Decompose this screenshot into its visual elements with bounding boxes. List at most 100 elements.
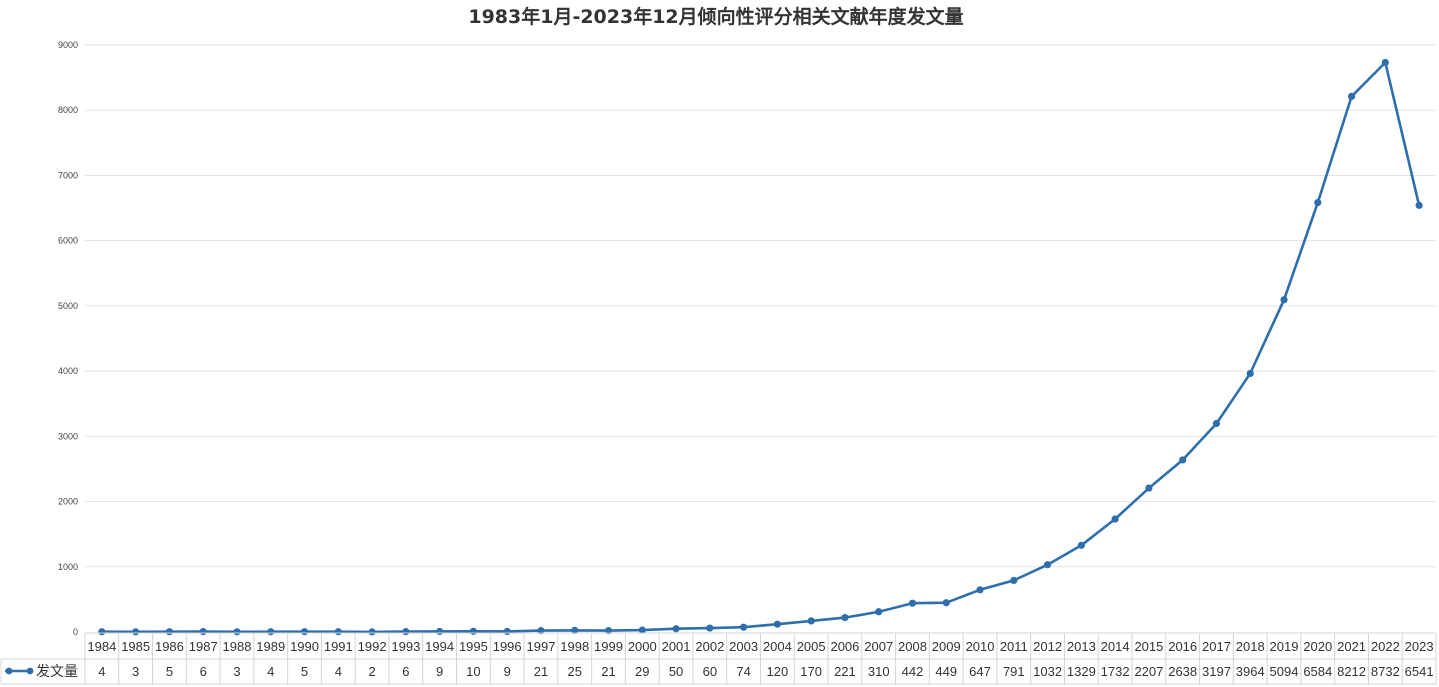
data-label: 170 [800, 664, 822, 679]
data-point [1111, 515, 1119, 523]
x-tick-label: 2021 [1337, 639, 1366, 654]
x-tick-label: 1998 [560, 639, 589, 654]
data-label: 3964 [1236, 664, 1265, 679]
data-label: 5 [301, 664, 308, 679]
x-tick-label: 2016 [1168, 639, 1197, 654]
data-point [841, 613, 849, 622]
series-line [101, 61, 1421, 634]
data-label: 8212 [1337, 664, 1366, 679]
x-tick-label: 1987 [189, 639, 218, 654]
data-point [706, 624, 714, 632]
x-tick-label: 1993 [391, 639, 420, 654]
y-tick-label: 5000 [58, 301, 78, 311]
x-tick-label: 1997 [527, 639, 556, 654]
data-point [368, 628, 376, 636]
y-tick-label: 2000 [58, 497, 78, 507]
legend-marker-icon [26, 667, 34, 675]
data-point [1043, 561, 1052, 569]
data-label: 6 [200, 664, 207, 679]
x-tick-label: 2014 [1101, 639, 1130, 654]
data-label: 791 [1003, 664, 1025, 679]
data-label: 29 [635, 664, 649, 679]
x-tick-label: 2003 [729, 639, 758, 654]
y-tick-label: 0 [73, 627, 78, 637]
x-tick-label: 1989 [256, 639, 285, 654]
data-table: 1984 1985 1986 1987 1988 1989 1990 1991 1992 1993… [0, 632, 1437, 685]
data-label: 3 [132, 664, 139, 679]
data-label: 5094 [1270, 664, 1299, 679]
x-tick-label: 1988 [223, 639, 252, 654]
data-label: 10 [466, 664, 480, 679]
data-point [1381, 58, 1389, 67]
data-label: 74 [736, 664, 750, 679]
data-point [875, 608, 883, 616]
x-tick-label: 1984 [87, 639, 116, 654]
data-point [334, 628, 342, 636]
x-tick-label: 2009 [932, 639, 961, 654]
data-label: 9 [504, 664, 511, 679]
data-label: 442 [902, 664, 924, 679]
x-tick-label: 1992 [358, 639, 387, 654]
data-label: 2207 [1134, 664, 1163, 679]
data-point [1145, 484, 1153, 492]
x-tick-label: 2013 [1067, 639, 1096, 654]
data-label: 2638 [1168, 664, 1197, 679]
data-point [267, 628, 275, 636]
data-point [976, 586, 984, 594]
y-axis-ticks: 0 1000 2000 3000 4000 5000 6000 7000 8000 9000 [58, 40, 78, 637]
data-point [98, 628, 106, 636]
x-tick-label: 2007 [864, 639, 893, 654]
data-label: 21 [534, 664, 548, 679]
data-point [638, 626, 646, 634]
data-point [908, 599, 917, 607]
x-tick-label: 1994 [425, 639, 454, 654]
x-tick-label: 2001 [662, 639, 691, 654]
data-point [1347, 92, 1356, 100]
y-tick-label: 1000 [58, 562, 78, 572]
x-tick-label: 1999 [594, 639, 623, 654]
x-tick-label: 1995 [459, 639, 488, 654]
data-label: 8732 [1371, 664, 1400, 679]
data-point [1179, 456, 1187, 464]
x-tick-label: 2010 [966, 639, 995, 654]
x-tick-label: 2006 [830, 639, 859, 654]
data-label: 1329 [1067, 664, 1096, 679]
data-point [469, 627, 478, 635]
data-label: 120 [767, 664, 789, 679]
x-tick-label: 2015 [1134, 639, 1163, 654]
x-tick-label: 2012 [1033, 639, 1062, 654]
x-tick-label: 2002 [695, 639, 724, 654]
data-point [604, 627, 613, 635]
data-point [402, 628, 410, 636]
data-point [503, 627, 511, 636]
data-point [1212, 419, 1221, 428]
data-point [1246, 369, 1254, 378]
data-point [1314, 198, 1322, 207]
data-point [773, 620, 781, 628]
x-tick-label: 2020 [1303, 639, 1332, 654]
series-points [98, 58, 1423, 636]
data-point [1010, 576, 1018, 585]
data-label: 449 [935, 664, 957, 679]
data-label: 5 [166, 664, 173, 679]
data-point [300, 628, 309, 636]
data-label: 6541 [1405, 664, 1434, 679]
y-tick-label: 7000 [58, 170, 78, 180]
data-label: 50 [669, 664, 683, 679]
data-point [436, 627, 444, 636]
data-label: 60 [703, 664, 717, 679]
data-point [740, 623, 748, 631]
x-tick-label: 1990 [290, 639, 319, 654]
x-tick-label: 2019 [1270, 639, 1299, 654]
data-label: 4 [267, 664, 274, 679]
data-point [571, 626, 579, 634]
series-line-layer [101, 61, 1421, 634]
data-label: 4 [335, 664, 342, 679]
data-label: 6 [402, 664, 409, 679]
data-label: 310 [868, 664, 890, 679]
data-label: 1032 [1033, 664, 1062, 679]
data-point [537, 627, 545, 635]
x-tick-label: 1986 [155, 639, 184, 654]
x-tick-label: 2005 [797, 639, 826, 654]
y-tick-label: 3000 [58, 431, 78, 441]
